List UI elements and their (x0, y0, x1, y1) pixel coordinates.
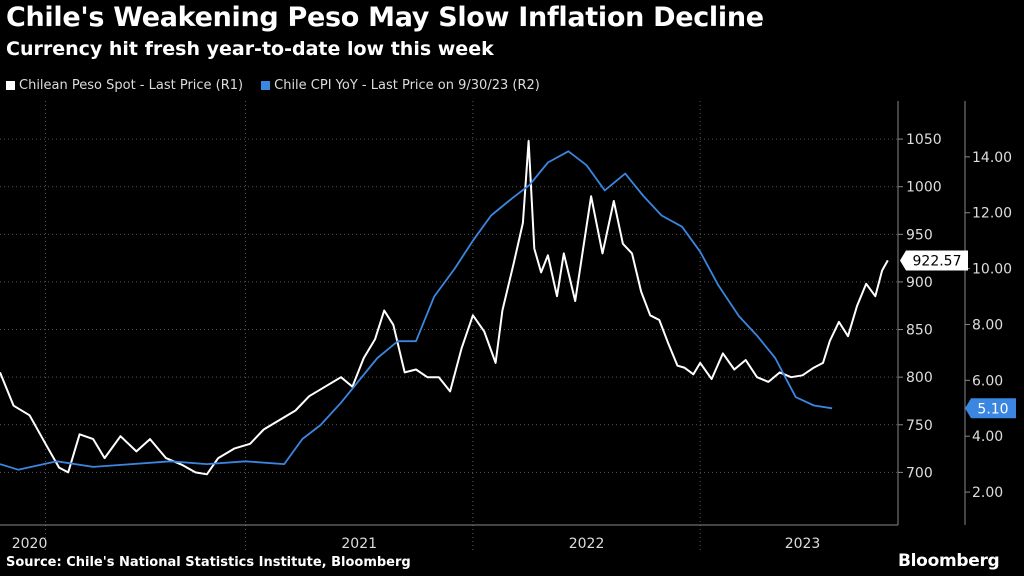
r1-tick-label: 950 (906, 227, 933, 243)
x-tick-label-2023: 2023 (785, 536, 821, 552)
legend-item-cpi: Chile CPI YoY - Last Price on 9/30/23 (R… (261, 78, 540, 93)
chart-subtitle: Currency hit fresh year-to-date low this… (6, 38, 494, 60)
r2-tick-label: 12.00 (972, 206, 1012, 222)
cpi-last-value: 5.10 (977, 401, 1008, 417)
legend-item-peso: Chilean Peso Spot - Last Price (R1) (6, 78, 243, 93)
r1-tick-label: 800 (906, 370, 933, 386)
r2-tick-label: 6.00 (972, 373, 1003, 389)
r2-tick-label: 14.00 (972, 150, 1012, 166)
r2-tick-label: 10.00 (972, 262, 1012, 278)
r1-tick-label: 1000 (906, 180, 942, 196)
r1-tick-label: 850 (906, 323, 933, 339)
bloomberg-logo: Bloomberg (898, 551, 1000, 571)
legend: Chilean Peso Spot - Last Price (R1) Chil… (6, 78, 554, 93)
r1-tick-label: 750 (906, 418, 933, 434)
r2-tick-label: 4.00 (972, 429, 1003, 445)
peso-last-value: 922.57 (913, 253, 962, 269)
legend-label-cpi: Chile CPI YoY - Last Price on 9/30/23 (R… (274, 78, 540, 93)
r1-tick-label: 900 (906, 275, 933, 291)
r2-tick-label: 8.00 (972, 317, 1003, 333)
r1-tick-label: 1050 (906, 132, 942, 148)
x-tick-label-2022: 2022 (569, 536, 605, 552)
cpi-yoy-line (0, 150, 833, 471)
legend-swatch-peso (6, 81, 15, 90)
peso-last-callout (900, 250, 968, 271)
cpi-last-callout (965, 398, 1016, 419)
legend-label-peso: Chilean Peso Spot - Last Price (R1) (19, 78, 244, 93)
chart-title: Chile's Weakening Peso May Slow Inflatio… (6, 2, 764, 33)
legend-swatch-cpi (261, 81, 271, 90)
source-note: Source: Chile's National Statistics Inst… (6, 555, 411, 570)
peso-spot-line (0, 140, 889, 476)
r1-tick-label: 700 (906, 465, 933, 481)
x-tick-label-2021: 2021 (341, 536, 377, 552)
r2-tick-label: 2.00 (972, 485, 1003, 501)
x-tick-label-2020: 2020 (12, 536, 48, 552)
